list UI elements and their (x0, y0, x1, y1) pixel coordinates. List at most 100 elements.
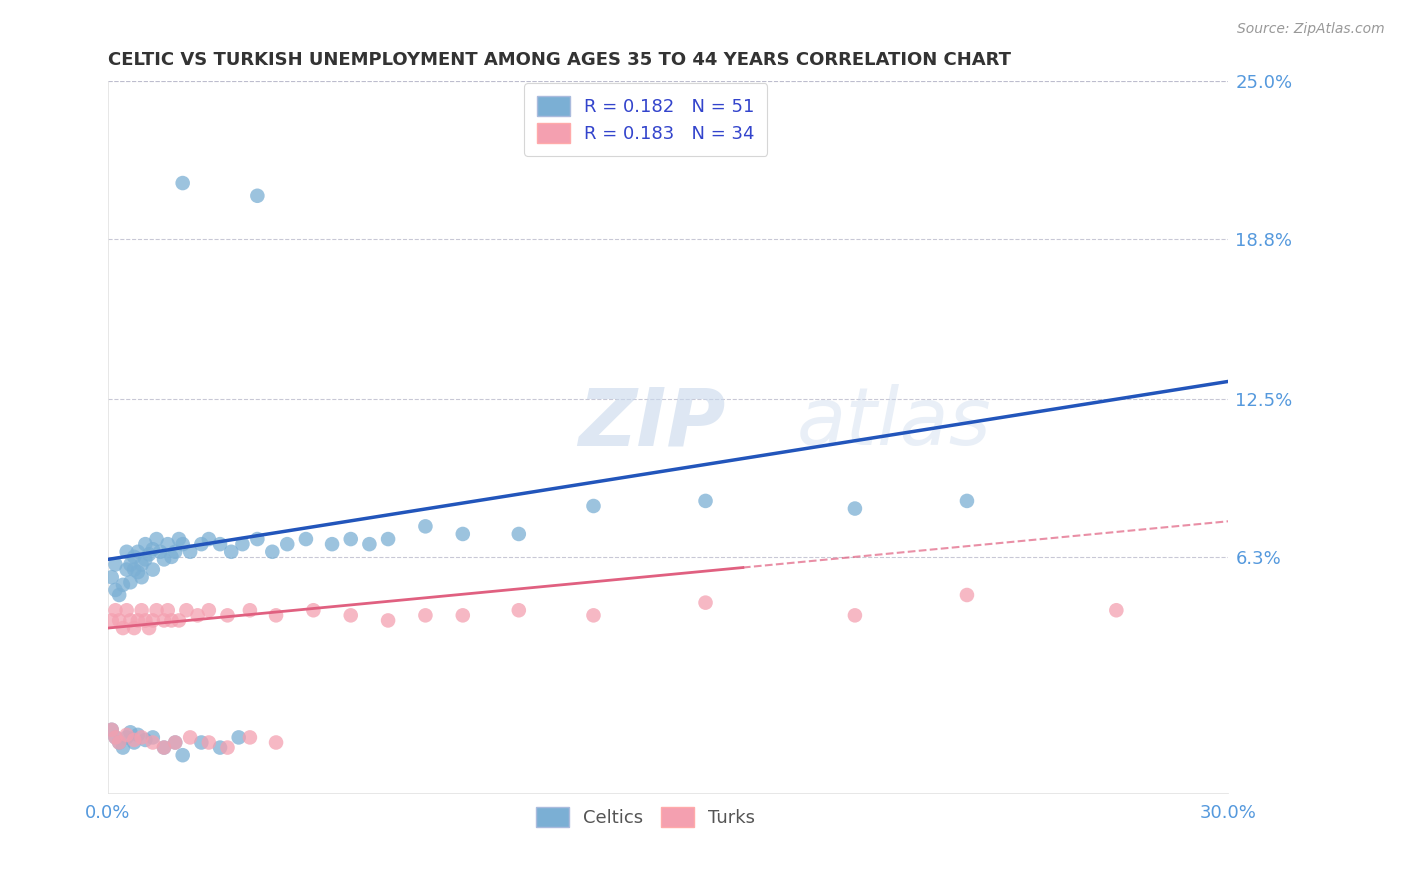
Point (127, 545, 149, 559)
Point (153, 552, 176, 566)
Point (198, 603, 221, 617)
Point (120, 575, 142, 590)
Point (153, 740, 176, 755)
Point (359, 537, 381, 551)
Point (138, 621, 160, 635)
Text: CELTIC VS TURKISH UNEMPLOYMENT AMONG AGES 35 TO 44 YEARS CORRELATION CHART: CELTIC VS TURKISH UNEMPLOYMENT AMONG AGE… (108, 51, 1011, 69)
Point (156, 603, 179, 617)
Point (172, 537, 194, 551)
Point (142, 542, 165, 557)
Text: Source: ZipAtlas.com: Source: ZipAtlas.com (1237, 22, 1385, 37)
Point (844, 501, 866, 516)
Point (131, 558, 153, 572)
Point (115, 728, 138, 742)
Point (134, 537, 156, 551)
Point (415, 519, 437, 533)
Point (179, 545, 201, 559)
Point (844, 608, 866, 623)
Point (264, 735, 287, 749)
Point (377, 532, 399, 546)
Point (695, 494, 717, 508)
Point (217, 740, 239, 755)
Point (187, 608, 209, 623)
Point (142, 735, 165, 749)
Point (172, 176, 194, 190)
Point (508, 603, 530, 617)
Point (149, 545, 172, 559)
Point (142, 731, 165, 745)
Point (100, 614, 122, 628)
Point (111, 578, 134, 592)
Point (190, 735, 212, 749)
Point (339, 532, 361, 546)
Point (160, 549, 183, 564)
Point (582, 499, 605, 513)
Point (120, 558, 142, 572)
Point (167, 614, 190, 628)
Point (120, 725, 142, 739)
Point (134, 552, 156, 566)
Point (131, 603, 153, 617)
Point (264, 608, 287, 623)
Point (138, 547, 160, 561)
Point (956, 494, 979, 508)
Point (582, 608, 605, 623)
Point (167, 532, 190, 546)
Point (176, 603, 198, 617)
Point (115, 563, 138, 577)
Point (104, 731, 127, 745)
Point (131, 570, 153, 584)
Point (208, 740, 231, 755)
Point (122, 563, 145, 577)
Point (115, 603, 138, 617)
Point (104, 582, 127, 597)
Point (104, 603, 127, 617)
Point (108, 735, 131, 749)
Point (219, 545, 242, 559)
Point (198, 532, 221, 546)
Legend: Celtics, Turks: Celtics, Turks (529, 800, 762, 834)
Text: atlas: atlas (797, 384, 991, 462)
Point (321, 537, 343, 551)
Point (190, 537, 212, 551)
Point (377, 614, 399, 628)
Point (231, 537, 253, 551)
Point (122, 549, 145, 564)
Point (246, 188, 269, 202)
Point (127, 614, 149, 628)
Point (142, 563, 165, 577)
Point (104, 558, 127, 572)
Point (956, 588, 979, 602)
Point (246, 532, 269, 546)
Point (115, 545, 138, 559)
Point (104, 731, 127, 745)
Point (451, 608, 474, 623)
Point (160, 614, 183, 628)
Point (165, 735, 187, 749)
Point (451, 527, 474, 541)
Point (111, 740, 134, 755)
Point (134, 733, 156, 747)
Point (111, 621, 134, 635)
Point (302, 603, 325, 617)
Point (142, 614, 165, 628)
Point (239, 603, 262, 617)
Point (276, 537, 298, 551)
Point (115, 731, 138, 745)
Point (127, 728, 149, 742)
Point (127, 565, 149, 579)
Point (100, 570, 122, 584)
Point (120, 614, 142, 628)
Point (262, 545, 284, 559)
Point (153, 614, 176, 628)
Point (156, 537, 179, 551)
Point (198, 735, 221, 749)
Point (165, 735, 187, 749)
Point (145, 532, 167, 546)
Point (100, 723, 122, 737)
Point (295, 532, 318, 546)
Point (108, 588, 131, 602)
Point (153, 740, 176, 755)
Point (1105, 603, 1128, 617)
Point (179, 731, 201, 745)
